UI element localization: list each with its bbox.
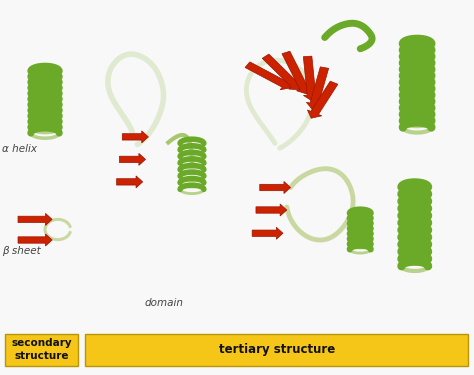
Text: secondary
structure: secondary structure [11, 339, 72, 361]
Text: β sheet: β sheet [2, 246, 41, 256]
FancyArrow shape [282, 51, 311, 94]
FancyBboxPatch shape [85, 334, 468, 366]
FancyArrow shape [252, 227, 283, 239]
FancyArrow shape [117, 176, 143, 188]
FancyArrow shape [245, 62, 291, 90]
Text: protein subunit (monomer): protein subunit (monomer) [294, 336, 427, 346]
FancyArrow shape [119, 153, 146, 165]
FancyArrow shape [308, 81, 338, 118]
Text: domain: domain [144, 298, 183, 308]
FancyArrow shape [303, 56, 319, 101]
Text: tertiary structure: tertiary structure [219, 343, 335, 356]
Text: α helix: α helix [2, 144, 37, 154]
FancyArrow shape [260, 182, 291, 194]
FancyArrow shape [18, 213, 52, 225]
FancyBboxPatch shape [5, 334, 78, 366]
FancyArrow shape [256, 204, 287, 216]
FancyArrow shape [262, 54, 301, 90]
FancyArrow shape [306, 67, 328, 110]
FancyArrow shape [18, 234, 52, 246]
FancyArrow shape [122, 131, 148, 143]
